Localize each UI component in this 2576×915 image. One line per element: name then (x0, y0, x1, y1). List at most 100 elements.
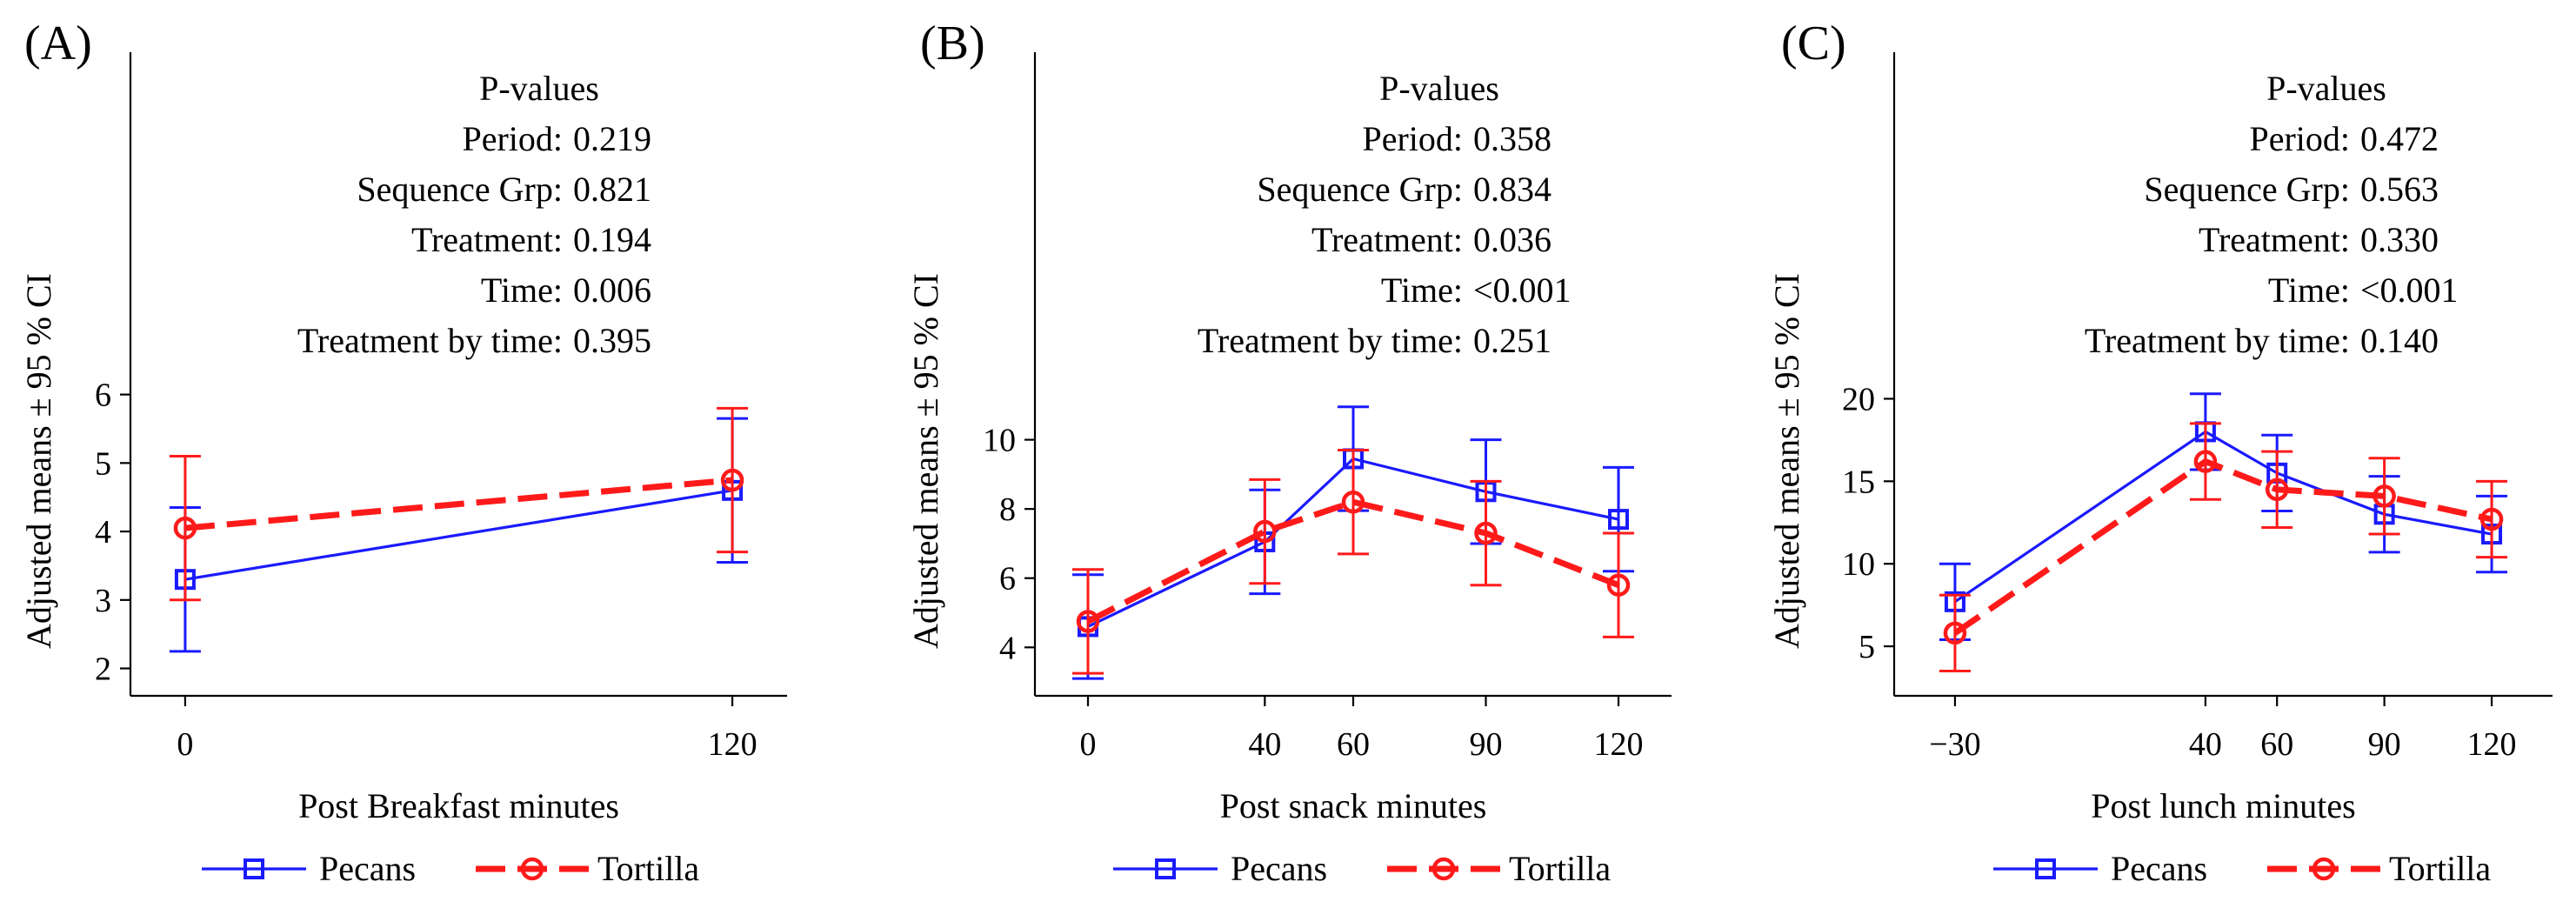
pvalue-label: Treatment by time: (297, 321, 563, 360)
legend-marker-tortilla (520, 857, 544, 881)
series-line (184, 477, 733, 531)
x-tick-label: 40 (1248, 726, 1281, 763)
data-point (173, 516, 197, 540)
data-point (2193, 450, 2218, 473)
series-line (184, 489, 733, 581)
legend-marker-tortilla (1431, 857, 1456, 881)
data-point (1474, 521, 1498, 545)
panel-label: (C) (1781, 17, 1846, 70)
y-tick-label: 5 (1859, 629, 1875, 665)
legend-marker-tortilla (2312, 857, 2336, 881)
y-tick-label: 2 (95, 651, 111, 688)
x-tick-label: 120 (1594, 726, 1644, 763)
y-axis-label: Adjusted means ± 95 % CI (1767, 273, 1806, 649)
pvalue-label: Sequence Grp: (357, 170, 563, 209)
legend-label-tortilla: Tortilla (2389, 849, 2491, 888)
data-point (1608, 509, 1629, 531)
x-tick-label: 90 (2368, 726, 2401, 763)
y-tick-label: 15 (1842, 464, 1875, 500)
panel-b: (B) 4 6 8 10 0 40 60 90 120 Post snack minutes Adju… (906, 17, 1672, 888)
pvalue-value: 0.330 (2360, 220, 2439, 259)
data-point (720, 468, 744, 492)
legend-label-tortilla: Tortilla (1509, 849, 1611, 888)
legend-marker-pecans (1155, 858, 1176, 879)
y-tick-label: 8 (999, 491, 1016, 528)
series-pecans (169, 417, 749, 653)
pvalue-label: Treatment: (1311, 220, 1463, 259)
panel-a: (A) 2 3 4 5 6 0 120 Post Breakfast minutes Adjust… (19, 17, 787, 888)
series-tortilla (1939, 422, 2508, 673)
pvalue-label: Period: (1362, 119, 1463, 158)
pvalue-label: Sequence Grp: (2144, 170, 2350, 209)
legend-marker-pecans (244, 858, 264, 879)
x-tick-label: 0 (1080, 726, 1097, 763)
pvalue-label: Period: (2249, 119, 2350, 158)
x-axis-label: Post lunch minutes (2091, 786, 2355, 825)
legend: Pecans Tortilla (202, 849, 699, 888)
pvalue-label: Period: (462, 119, 563, 158)
y-axis-label: Adjusted means ± 95 % CI (906, 273, 945, 649)
legend: Pecans Tortilla (1113, 849, 1611, 888)
x-tick-label: 0 (177, 726, 193, 763)
pvalue-label: Time: (1381, 270, 1463, 310)
x-tick-label: 120 (708, 726, 757, 763)
data-point (1253, 519, 1277, 544)
y-tick-label: 6 (999, 561, 1016, 598)
pvalue-value: 0.472 (2360, 119, 2439, 158)
pvalue-value: 0.358 (1473, 119, 1552, 158)
pvalue-value: 0.563 (2360, 170, 2439, 209)
legend-label-pecans: Pecans (319, 849, 416, 888)
series-line (1086, 498, 1620, 624)
pvalues-title: P-values (2266, 69, 2386, 108)
pvalue-label: Treatment by time: (2085, 321, 2350, 360)
pvalue-value: 0.140 (2360, 321, 2439, 360)
x-tick-label: 60 (1337, 726, 1370, 763)
pvalue-value: 0.834 (1473, 170, 1552, 209)
y-tick-label: 4 (95, 514, 111, 551)
y-tick-label: 3 (95, 583, 111, 619)
pvalue-label: Treatment: (2199, 220, 2350, 259)
pvalue-label: Time: (481, 270, 563, 310)
pvalue-value: <0.001 (2360, 270, 2459, 310)
pvalues-title: P-values (479, 69, 599, 108)
y-tick-label: 6 (95, 377, 111, 414)
y-axis-label: Adjusted means ± 95 % CI (19, 273, 58, 649)
pvalue-value: 0.006 (573, 270, 651, 310)
y-tick-label: 5 (95, 445, 111, 482)
x-axis-label: Post Breakfast minutes (298, 786, 619, 825)
data-point (2265, 478, 2289, 502)
x-tick-label: 90 (1470, 726, 1503, 763)
pvalue-label: Time: (2268, 270, 2350, 310)
series-tortilla (1072, 449, 1634, 675)
pvalue-label: Treatment by time: (1198, 321, 1463, 360)
pvalue-value: 0.821 (573, 170, 651, 209)
data-point (1076, 610, 1100, 633)
data-point (2372, 484, 2396, 508)
pvalue-label: Treatment: (411, 220, 563, 259)
pvalue-value: 0.251 (1473, 321, 1552, 360)
legend-label-pecans: Pecans (2111, 849, 2207, 888)
pvalue-value: 0.036 (1473, 220, 1552, 259)
panel-label: (A) (24, 17, 92, 70)
legend-label-tortilla: Tortilla (597, 849, 699, 888)
panel-label: (B) (920, 17, 985, 70)
x-axis-label: Post snack minutes (1220, 786, 1487, 825)
legend-marker-pecans (2035, 858, 2056, 879)
pvalue-value: <0.001 (1473, 270, 1572, 310)
x-tick-label: 60 (2260, 726, 2293, 763)
x-tick-label: 40 (2189, 726, 2222, 763)
y-tick-label: 10 (1842, 546, 1875, 583)
pvalue-value: 0.395 (573, 321, 651, 360)
data-point (1943, 621, 1967, 645)
pvalues-title: P-values (1379, 69, 1499, 108)
series-line (1952, 458, 2493, 636)
series-pecans (1939, 392, 2508, 641)
pvalue-value: 0.194 (573, 220, 651, 259)
x-tick-label: −30 (1929, 726, 1980, 763)
pvalue-label: Sequence Grp: (1257, 170, 1463, 209)
pvalue-value: 0.219 (573, 119, 651, 158)
legend: Pecans Tortilla (1993, 849, 2491, 888)
y-tick-label: 10 (983, 423, 1016, 459)
x-tick-label: 120 (2467, 726, 2517, 763)
